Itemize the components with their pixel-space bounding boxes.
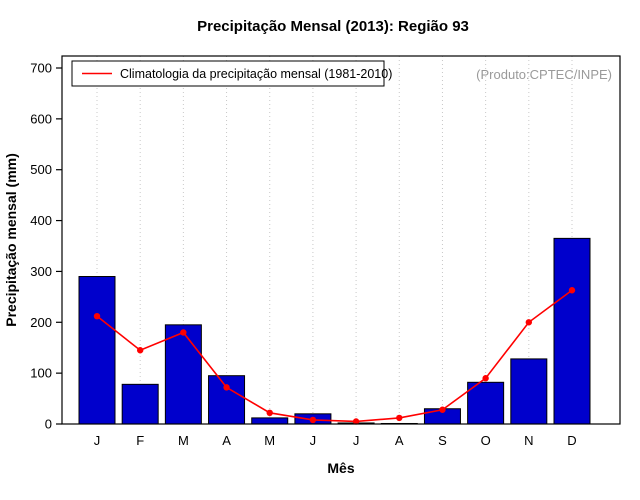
y-tick-label: 500 bbox=[30, 162, 52, 177]
x-axis-label: Mês bbox=[327, 460, 354, 476]
chart-title: Precipitação Mensal (2013): Região 93 bbox=[197, 18, 469, 35]
legend: Climatologia da precipitação mensal (198… bbox=[71, 60, 392, 87]
x-tick-label: J bbox=[353, 433, 360, 448]
climatology-point bbox=[525, 319, 533, 326]
climatology-point bbox=[136, 347, 144, 354]
x-tick-label: M bbox=[264, 433, 275, 448]
y-tick-label: 600 bbox=[30, 111, 52, 126]
bar bbox=[121, 383, 159, 425]
legend-box bbox=[71, 60, 385, 87]
x-tick-label: J bbox=[94, 433, 101, 448]
x-tick-label: A bbox=[222, 433, 231, 448]
x-tick-label: D bbox=[567, 433, 576, 448]
y-tick-label: 100 bbox=[30, 366, 52, 381]
plot-border bbox=[61, 55, 621, 425]
bar bbox=[78, 276, 116, 425]
climatology-line-series bbox=[93, 287, 576, 425]
bar bbox=[510, 358, 548, 425]
bar bbox=[164, 324, 202, 425]
bar bbox=[553, 237, 591, 425]
x-tick-label: J bbox=[310, 433, 317, 448]
y-tick-label: 0 bbox=[45, 417, 52, 432]
climatology-point bbox=[180, 329, 187, 336]
axes-ticks: 0 100 200 300 400 500 600 700 J F M A M J J A S O N D bbox=[30, 61, 576, 449]
climatology-point bbox=[396, 414, 403, 422]
y-axis-label: Precipitação mensal (mm) bbox=[3, 153, 19, 327]
x-tick-label: N bbox=[524, 433, 533, 448]
climatology-point bbox=[568, 287, 576, 294]
product-annotation: (Produto:CPTEC/INPE) bbox=[476, 67, 612, 82]
y-tick-label: 200 bbox=[30, 315, 52, 330]
climatology-point bbox=[93, 312, 101, 320]
x-tick-label: F bbox=[136, 433, 144, 448]
y-tick-label: 700 bbox=[30, 61, 52, 76]
x-tick-label: M bbox=[178, 433, 189, 448]
x-tick-label: O bbox=[481, 433, 491, 448]
bar bbox=[208, 375, 246, 425]
climatology-line bbox=[96, 289, 573, 423]
climatology-point bbox=[482, 375, 489, 382]
climatology-point bbox=[266, 409, 273, 417]
y-tick-label: 300 bbox=[30, 264, 52, 279]
bar bbox=[251, 417, 289, 425]
climatology-point bbox=[223, 384, 230, 391]
bar-series bbox=[78, 237, 591, 425]
climatology-point bbox=[309, 416, 317, 424]
y-tick-label: 400 bbox=[30, 213, 52, 228]
bar bbox=[467, 381, 505, 425]
climatology-point bbox=[352, 418, 360, 425]
legend-label: Climatologia da precipitação mensal (198… bbox=[120, 67, 392, 81]
x-tick-label: A bbox=[395, 433, 404, 448]
x-tick-label: S bbox=[438, 433, 447, 448]
climatology-point bbox=[439, 406, 446, 413]
